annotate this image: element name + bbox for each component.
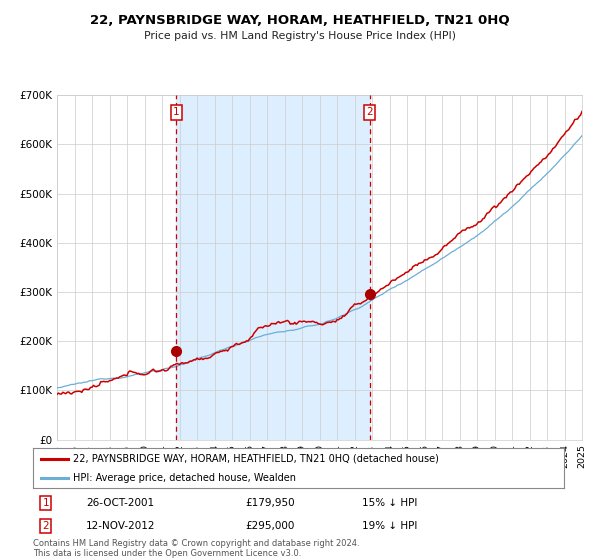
- Text: 2: 2: [367, 108, 373, 117]
- Text: Contains HM Land Registry data © Crown copyright and database right 2024.
This d: Contains HM Land Registry data © Crown c…: [33, 539, 359, 558]
- Text: 19% ↓ HPI: 19% ↓ HPI: [362, 521, 418, 531]
- Text: 15% ↓ HPI: 15% ↓ HPI: [362, 498, 418, 508]
- Text: £179,950: £179,950: [245, 498, 295, 508]
- Text: 22, PAYNSBRIDGE WAY, HORAM, HEATHFIELD, TN21 0HQ (detached house): 22, PAYNSBRIDGE WAY, HORAM, HEATHFIELD, …: [73, 454, 439, 464]
- Text: Price paid vs. HM Land Registry's House Price Index (HPI): Price paid vs. HM Land Registry's House …: [144, 31, 456, 41]
- Text: 26-OCT-2001: 26-OCT-2001: [86, 498, 154, 508]
- Text: 12-NOV-2012: 12-NOV-2012: [86, 521, 155, 531]
- Text: 22, PAYNSBRIDGE WAY, HORAM, HEATHFIELD, TN21 0HQ: 22, PAYNSBRIDGE WAY, HORAM, HEATHFIELD, …: [90, 14, 510, 27]
- Text: HPI: Average price, detached house, Wealden: HPI: Average price, detached house, Weal…: [73, 473, 296, 483]
- Bar: [176, 95, 370, 440]
- Text: 1: 1: [173, 108, 179, 117]
- Text: 1: 1: [43, 498, 49, 508]
- Text: £295,000: £295,000: [245, 521, 295, 531]
- Text: 2: 2: [43, 521, 49, 531]
